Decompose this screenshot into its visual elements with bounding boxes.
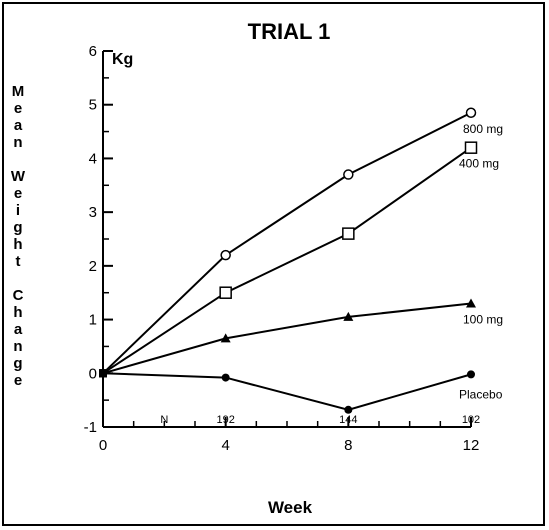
series-100-mg: 100 mg [99,298,503,378]
y-axis-label-letter: n [13,134,22,151]
y-axis-label-letter: a [14,117,23,134]
y-tick-label: 4 [89,150,97,167]
y-axis-label-letter: C [13,287,24,304]
y-axis-label-letter: h [13,236,22,253]
y-axis-label-letter: g [13,219,22,236]
x-tick-label: 4 [221,437,229,454]
y-unit-label: Kg [112,51,133,68]
y-axis-label-letter: t [16,253,21,270]
y-tick-label: 2 [89,258,97,275]
series-label: 800 mg [463,122,503,136]
y-axis-label-letter: e [14,100,22,117]
data-point [467,370,475,379]
series-layer: 800 mg 400 mg 100 mg Placebo [99,107,503,414]
y-axis-label-letter: h [13,304,22,321]
series-400-mg: 400 mg [99,141,499,378]
n-row-value: 102 [462,414,480,426]
data-point [344,405,353,414]
data-point [464,141,478,154]
data-point [220,333,231,343]
y-axis-label-letter: i [16,202,20,219]
data-point [220,249,231,261]
series-label: 100 mg [463,312,503,326]
y-axis-label-letter: n [13,338,22,355]
series-label: 400 mg [459,157,499,171]
y-axis-label-letter: e [14,185,22,202]
n-row-value: 192 [216,414,234,426]
data-point [343,311,354,321]
series-line [102,372,472,411]
y-axis-label-letter: a [14,321,23,338]
y-tick-label: 5 [89,97,97,114]
origin-point [99,369,107,378]
data-point [466,298,476,308]
data-point [343,169,354,180]
series-line [102,146,472,375]
chart-title: TRIAL 1 [248,19,331,44]
y-tick-label: 6 [89,43,97,60]
y-axis-label-letter: g [13,355,22,372]
x-tick-label: 0 [99,437,107,454]
y-axis-label-letter: M [12,83,25,100]
data-point [219,286,232,299]
series-line [102,111,472,375]
y-axis-label-letter: W [11,168,26,185]
data-point [221,373,230,382]
data-point [342,227,355,240]
n-row-label: N [160,414,168,426]
chart-frame [2,2,545,526]
y-tick-label: 1 [89,312,97,329]
x-axis-label: Week [268,498,313,517]
series-line [102,302,472,375]
y-tick-label: 0 [89,365,97,382]
x-tick-label: 12 [463,437,480,454]
y-axis-label-letter: e [14,372,22,389]
series-placebo: Placebo [99,369,503,414]
y-tick-label: -1 [84,419,97,436]
series-label: Placebo [459,387,503,401]
n-row-value: 144 [339,414,357,426]
y-tick-label: 3 [89,204,97,221]
x-tick-label: 8 [344,437,352,454]
data-point [465,107,477,119]
